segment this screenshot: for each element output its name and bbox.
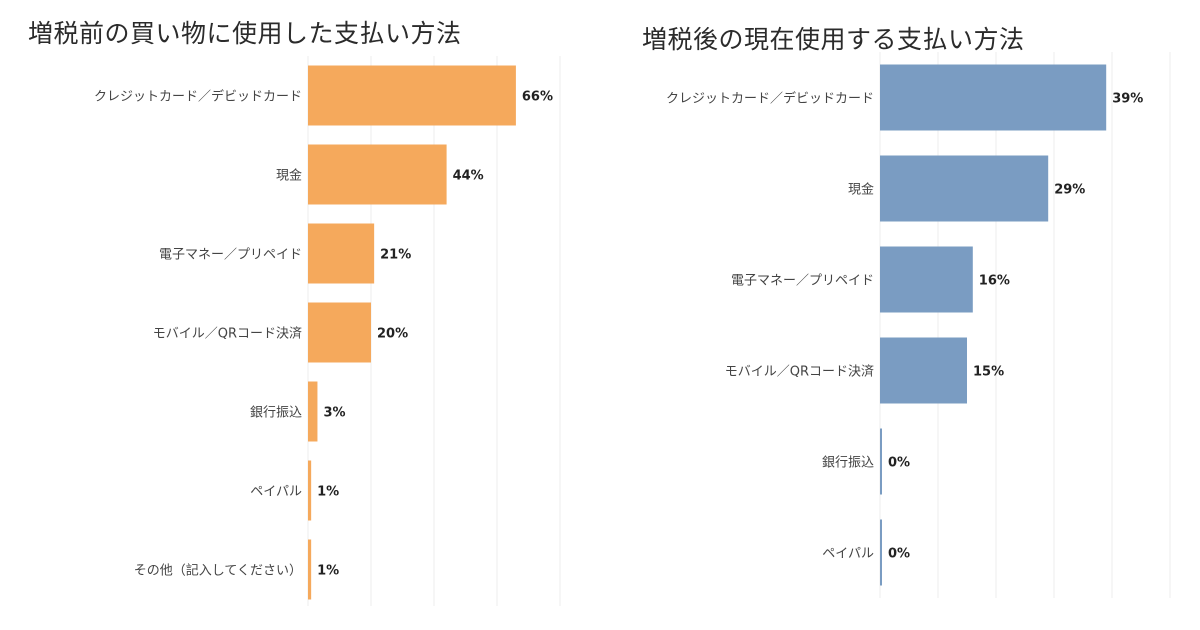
value-label: 15%: [973, 365, 1004, 380]
category-label: 現金: [276, 168, 302, 184]
bar: [880, 428, 882, 495]
bar: [880, 155, 1049, 222]
bar: [308, 381, 318, 442]
value-label: 20%: [377, 327, 408, 342]
bar-chart-after: クレジットカード／デビッドカード 39% 現金 29% 電子マネー／プリペイド 16% モバ…: [666, 52, 1171, 598]
category-label: 現金: [848, 182, 874, 198]
bar: [880, 519, 882, 586]
bar: [880, 64, 1107, 131]
value-label: 44%: [453, 169, 484, 184]
category-label: ペイパル: [822, 547, 874, 562]
chart-before-tax: 増税前の買い物に使用した支払い方法 クレジットカード／デビッドカード 66% 現金 4…: [0, 0, 590, 630]
value-label: 1%: [317, 564, 339, 579]
category-label: クレジットカード／デビッドカード: [94, 89, 302, 105]
value-label: 21%: [380, 248, 411, 263]
bar-chart-before: クレジットカード／デビッドカード 66% 現金 44% 電子マネー／プリペイド 21% モバ…: [94, 56, 561, 606]
category-label: モバイル／QRコード決済: [153, 326, 302, 342]
value-label: 0%: [888, 456, 910, 471]
category-label: 電子マネー／プリペイド: [731, 274, 874, 289]
bar: [308, 302, 371, 363]
chart-title: 増税前の買い物に使用した支払い方法: [28, 19, 462, 48]
category-label: 銀行振込: [822, 456, 874, 471]
bar: [880, 246, 973, 313]
value-label: 16%: [979, 274, 1010, 289]
bar: [308, 539, 312, 600]
category-label: その他（記入してください）: [134, 563, 302, 579]
category-label: ペイパル: [250, 485, 302, 500]
chart-after-tax: 増税後の現在使用する支払い方法 クレジットカード／デビッドカード 39% 現金 29%…: [600, 0, 1200, 630]
value-label: 66%: [522, 90, 553, 105]
category-label: 電子マネー／プリペイド: [159, 248, 302, 263]
bar: [308, 144, 447, 205]
value-label: 1%: [317, 485, 339, 500]
value-label: 39%: [1112, 92, 1143, 107]
value-label: 0%: [888, 547, 910, 562]
category-label: 銀行振込: [250, 406, 302, 421]
bar: [308, 223, 375, 284]
value-label: 29%: [1054, 183, 1085, 198]
bar: [308, 460, 312, 521]
chart-title: 増税後の現在使用する支払い方法: [642, 25, 1025, 54]
category-label: クレジットカード／デビッドカード: [666, 91, 874, 107]
bar: [308, 65, 516, 126]
value-label: 3%: [323, 406, 345, 421]
category-label: モバイル／QRコード決済: [725, 364, 874, 380]
bar: [880, 337, 967, 404]
